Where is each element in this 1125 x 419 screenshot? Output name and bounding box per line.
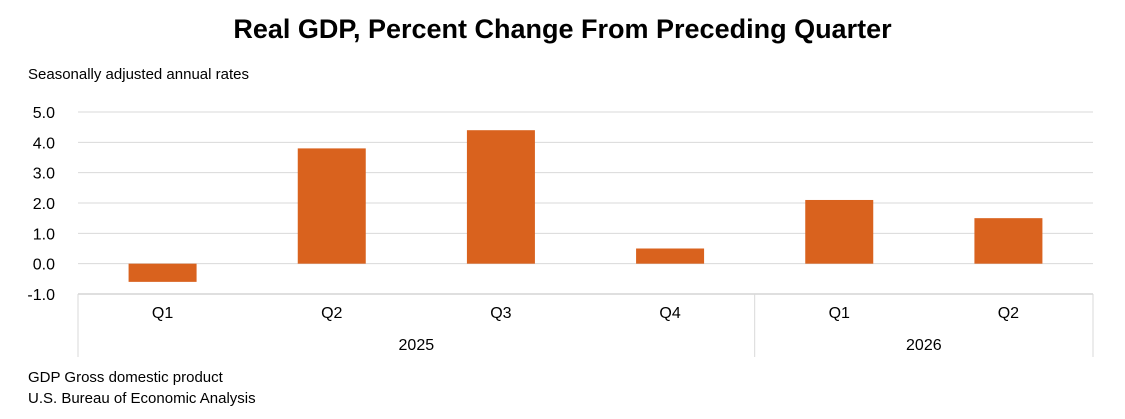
y-tick-label: 0.0: [33, 257, 55, 274]
x-tick-label: Q1: [829, 305, 850, 322]
y-tick-label: -1.0: [27, 287, 55, 304]
gridlines: [78, 111, 1093, 295]
y-tick-label: 5.0: [33, 105, 55, 122]
chart-subtitle: Seasonally adjusted annual rates: [28, 66, 249, 83]
y-tick-label: 2.0: [33, 196, 55, 213]
x-tick-label: Q1: [152, 305, 173, 322]
bar: [297, 148, 366, 264]
y-tick-label: 3.0: [33, 166, 55, 183]
x-axis: Q1 Q2 Q3 Q4 Q1 Q2 2025 2026: [77, 294, 1094, 357]
y-tick-label: 1.0: [33, 226, 55, 243]
y-tick-label: 4.0: [33, 135, 55, 152]
bar: [805, 199, 874, 264]
x-tick-label: Q4: [659, 305, 680, 322]
bar: [466, 130, 535, 264]
bar: [128, 263, 197, 282]
x-group-label: 2025: [399, 337, 435, 354]
footnote-gdp: GDP Gross domestic product: [28, 369, 223, 386]
chart-title: Real GDP, Percent Change From Preceding …: [233, 14, 892, 44]
bar: [974, 218, 1043, 264]
y-axis-ticks: 5.0 4.0 3.0 2.0 1.0 0.0 -1.0: [27, 105, 55, 304]
x-tick-label: Q3: [490, 305, 511, 322]
x-tick-label: Q2: [998, 305, 1019, 322]
footnote-source: U.S. Bureau of Economic Analysis: [28, 390, 256, 407]
bar: [636, 248, 705, 264]
bars: [128, 130, 1043, 282]
x-tick-label: Q2: [321, 305, 342, 322]
x-group-label: 2026: [906, 337, 942, 354]
